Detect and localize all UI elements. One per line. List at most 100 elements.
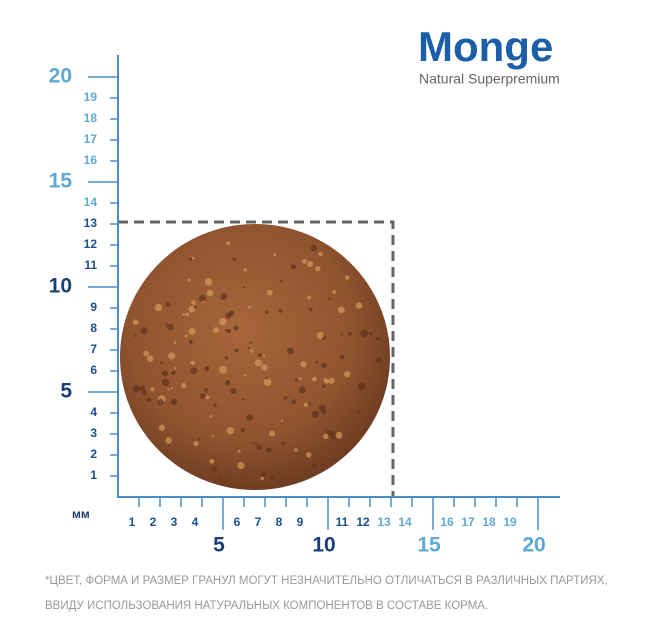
speckle — [315, 360, 319, 364]
speckle — [209, 415, 213, 418]
speckle — [261, 364, 268, 371]
x-tick-label: 11 — [336, 515, 349, 529]
speckle — [220, 293, 228, 301]
speckle — [248, 305, 252, 309]
speckle — [249, 341, 253, 344]
speckle — [204, 388, 209, 393]
x-tick-label: 15 — [417, 534, 441, 557]
speckle — [375, 337, 380, 341]
speckle — [283, 396, 288, 400]
speckle — [347, 331, 352, 336]
speckle — [143, 350, 149, 357]
x-tick-label: 10 — [312, 534, 335, 557]
speckle — [321, 384, 326, 388]
speckle — [212, 327, 220, 334]
x-tick-label: 1 — [129, 515, 136, 529]
speckle — [211, 466, 218, 472]
speckle — [307, 261, 314, 268]
speckle — [327, 297, 331, 301]
x-tick-label: 8 — [276, 515, 283, 529]
speckle — [278, 308, 283, 313]
speckle — [237, 449, 241, 453]
speckle — [268, 430, 276, 437]
speckle — [258, 353, 263, 358]
speckle — [198, 294, 206, 302]
speckle — [187, 278, 191, 282]
speckle — [306, 295, 312, 300]
speckle — [204, 366, 210, 371]
speckle — [260, 476, 265, 481]
x-tick-label: 6 — [234, 515, 241, 529]
speckle — [270, 475, 275, 480]
speckle — [316, 331, 325, 340]
speckle — [311, 410, 320, 419]
unit-label: мм — [72, 507, 90, 521]
speckle — [197, 437, 201, 441]
speckle — [328, 377, 335, 384]
speckle — [209, 459, 215, 464]
y-tick-label: 3 — [90, 426, 97, 440]
y-tick-label: 14 — [84, 195, 98, 209]
speckle — [323, 433, 329, 440]
speckle — [360, 329, 368, 338]
speckle — [134, 334, 137, 337]
speckle — [281, 441, 285, 446]
speckle — [369, 331, 373, 336]
y-tick-label: 12 — [84, 237, 98, 251]
kibble — [120, 224, 390, 490]
speckle — [312, 463, 317, 469]
speckle — [345, 275, 350, 280]
speckle — [160, 361, 163, 364]
speckle — [375, 357, 382, 363]
speckle — [247, 346, 250, 349]
speckle — [286, 347, 294, 355]
logo-tagline: Natural Superpremium — [419, 71, 560, 87]
x-tick-label: 19 — [503, 515, 517, 529]
x-tick-label: 4 — [192, 515, 199, 529]
speckle — [211, 434, 215, 438]
speckle — [332, 289, 337, 295]
speckle — [157, 398, 164, 406]
speckle — [168, 352, 176, 360]
speckle — [181, 382, 187, 389]
speckle — [146, 355, 154, 362]
speckle — [294, 378, 298, 382]
speckle — [219, 317, 227, 326]
speckle — [139, 385, 146, 392]
speckle — [262, 354, 266, 358]
speckle — [242, 286, 245, 289]
y-tick-label: 8 — [90, 321, 97, 335]
y-tick-label: 16 — [84, 153, 98, 167]
speckle — [279, 279, 283, 283]
y-tick-label: 7 — [90, 342, 97, 356]
y-tick-label: 6 — [90, 363, 97, 377]
speckle — [146, 397, 152, 403]
speckle — [357, 410, 361, 413]
x-tick-label: 20 — [522, 534, 545, 557]
speckle — [226, 328, 232, 334]
speckle — [193, 440, 199, 447]
y-tick-label: 11 — [84, 258, 97, 272]
speckle — [246, 414, 253, 421]
y-tick-label: 1 — [90, 468, 97, 482]
y-tick-label: 20 — [49, 65, 72, 88]
speckle — [226, 426, 235, 435]
speckle — [251, 441, 255, 445]
speckle — [254, 359, 262, 367]
speckle — [250, 349, 254, 353]
speckle — [340, 333, 343, 336]
speckle — [206, 289, 214, 297]
speckle — [171, 370, 176, 376]
speckle — [191, 300, 196, 306]
y-tick-label: 9 — [90, 300, 97, 314]
x-tick-label: 18 — [482, 515, 496, 529]
speckle — [190, 360, 195, 366]
speckle — [337, 306, 345, 314]
speckle — [321, 362, 327, 369]
x-tick-label: 7 — [255, 515, 262, 529]
speckle — [165, 322, 169, 326]
speckle — [256, 444, 262, 450]
speckle — [290, 264, 297, 270]
speckle — [189, 257, 193, 261]
speckle — [224, 328, 228, 332]
